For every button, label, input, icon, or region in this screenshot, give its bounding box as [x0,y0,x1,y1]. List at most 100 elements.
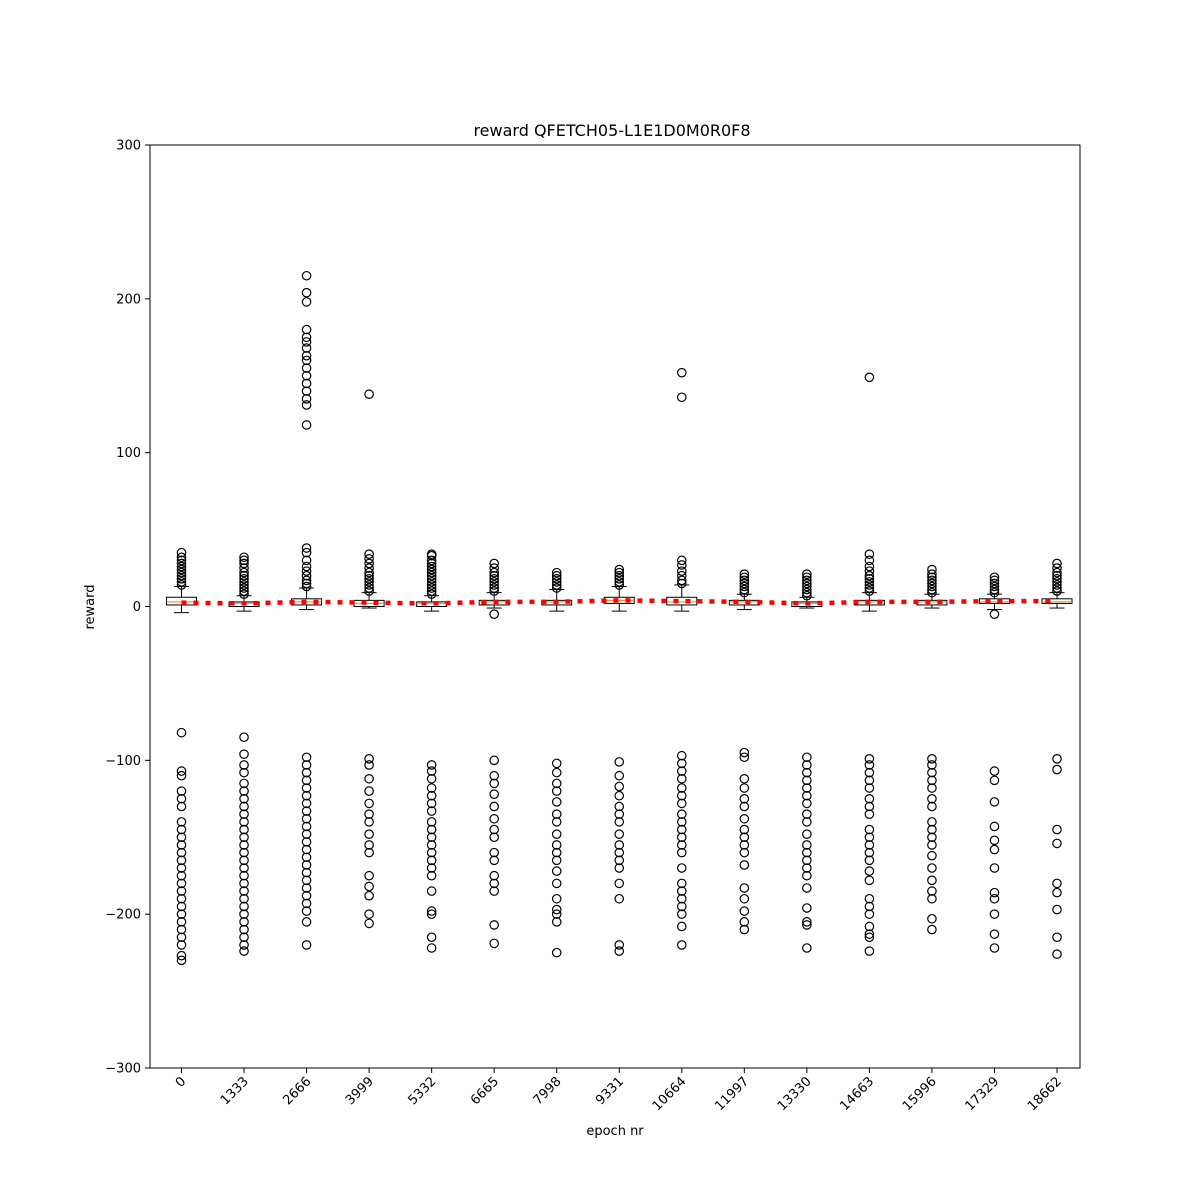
outlier-point [676,886,687,896]
outlier-point [426,574,437,584]
outlier-point [239,878,249,889]
outlier-point [551,797,562,807]
outlier-point [927,886,937,896]
outlier-point [551,778,562,789]
outlier-point [551,577,562,587]
outlier-point [989,775,1000,786]
outlier-point [802,590,812,601]
outlier-point [739,824,750,835]
outlier-point [489,558,499,569]
outlier-point [364,809,374,819]
outlier-point [1052,764,1062,775]
outlier-point [989,893,1000,904]
outlier-point [614,564,625,575]
outlier-point [551,909,562,919]
outlier-point [301,543,312,553]
outlier-point [614,946,625,956]
outlier-point [176,924,187,935]
outlier-point [739,578,750,589]
outlier-point [802,569,812,579]
box [1041,598,1073,604]
outlier-point [239,946,249,956]
outlier-point [239,760,249,770]
outlier-point [676,578,687,589]
x-axis-title: epoch nr [586,1124,644,1139]
outlier-point [176,870,187,881]
outlier-point [239,809,249,819]
outlier-point [489,563,499,573]
outlier-point [802,809,812,819]
y-tick-label: −200 [105,908,141,923]
outlier-point [301,337,312,347]
outlier-point [426,790,437,801]
outlier-point [927,783,937,793]
outlier-point [1052,878,1062,889]
outlier-point [676,840,687,850]
outlier-point [301,890,312,901]
outlier-point [426,567,437,578]
outlier-point [614,855,625,866]
outlier-point [676,817,687,827]
outlier-point [239,767,249,778]
y-tick-label: −300 [105,1062,141,1077]
outlier-point [176,893,187,904]
outlier-point [426,589,437,599]
outlier-point [802,790,812,801]
outlier-point [489,886,499,896]
outlier-point [739,893,750,904]
outlier-point [802,829,812,839]
outlier-point [239,824,249,835]
outlier-point [176,567,187,578]
outlier-point [1052,753,1062,764]
outlier-point [301,350,312,361]
outlier-point [739,832,750,843]
outlier-point [239,901,249,912]
outlier-point [489,583,499,593]
outlier-point [489,586,499,596]
outlier-point [364,567,374,578]
outlier-point [364,918,374,929]
outlier-point [426,766,437,776]
mean-trend-line [181,598,1057,606]
outlier-point [614,757,625,767]
outlier-point [676,570,687,581]
outlier-point [489,567,499,578]
outlier-point [739,847,750,858]
outlier-point [1052,567,1062,578]
outlier-point [864,909,875,919]
outlier-point [489,570,499,581]
outlier-point [989,797,1000,807]
outlier-point [176,801,187,812]
outlier-point [239,749,249,759]
outlier-point [239,786,249,796]
outlier-point [614,940,625,950]
outlier-point [489,824,499,835]
outlier-point [989,572,1000,583]
outlier-point [426,586,437,596]
outlier-point [676,921,687,932]
outlier-point [239,567,249,578]
outlier-point [551,580,562,590]
outlier-point [614,801,625,812]
outlier-point [676,766,687,776]
outlier-point [676,809,687,819]
outlier-point [676,560,687,570]
outlier-point [239,840,249,850]
outlier-point [489,609,499,619]
outlier-point [301,297,312,307]
outlier-point [739,773,750,784]
outlier-point [176,955,187,966]
outlier-point [676,790,687,801]
outlier-point [927,753,937,764]
outlier-point [927,824,937,835]
outlier-point [551,855,562,866]
outlier-point [301,798,312,809]
outlier-point [802,863,812,873]
outlier-point [426,773,437,784]
outlier-point [989,835,1000,846]
outlier-point [864,809,875,819]
outlier-point [614,817,625,827]
outlier-point [927,572,937,583]
outlier-point [1052,577,1062,587]
